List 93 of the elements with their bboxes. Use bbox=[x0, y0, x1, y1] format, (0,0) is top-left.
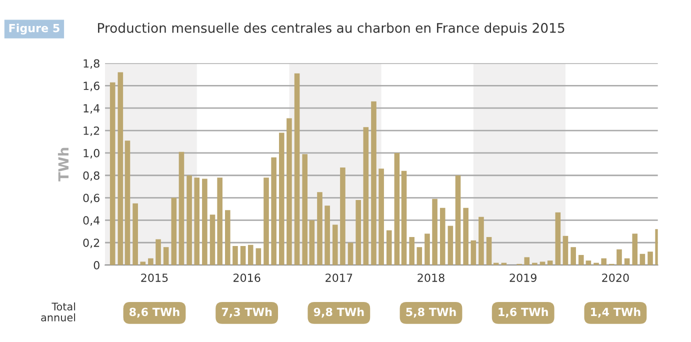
bar bbox=[302, 154, 308, 266]
bar bbox=[632, 234, 638, 266]
bar bbox=[486, 237, 492, 266]
bar bbox=[378, 168, 384, 266]
bar bbox=[324, 206, 330, 266]
bar bbox=[570, 247, 576, 266]
bar bbox=[540, 262, 546, 266]
bar bbox=[524, 257, 530, 266]
bar bbox=[616, 249, 622, 266]
bar bbox=[594, 262, 599, 266]
y-tick-label: 0,6 bbox=[83, 194, 100, 204]
bar bbox=[440, 208, 446, 266]
y-tick-label: 1,2 bbox=[84, 126, 100, 136]
text: Total annuel bbox=[41, 302, 76, 322]
bar bbox=[432, 198, 438, 266]
bar bbox=[232, 246, 238, 266]
bar bbox=[624, 258, 630, 266]
bar bbox=[217, 178, 222, 266]
bar bbox=[555, 212, 561, 266]
bar bbox=[416, 247, 422, 266]
bar bbox=[562, 236, 568, 266]
text: 8,6 TWh bbox=[130, 308, 180, 318]
y-tick-label: 0 bbox=[94, 261, 100, 270]
bar bbox=[455, 175, 461, 266]
bar bbox=[132, 203, 138, 266]
bar bbox=[340, 168, 346, 266]
x-tick-label: 2019 bbox=[510, 274, 536, 282]
bar bbox=[332, 224, 338, 266]
x-tick-label: 2017 bbox=[326, 274, 352, 282]
bar bbox=[424, 234, 430, 266]
bar bbox=[140, 262, 146, 266]
bar bbox=[118, 72, 124, 266]
bar bbox=[478, 216, 484, 266]
bar bbox=[264, 178, 269, 266]
bar bbox=[601, 258, 606, 266]
text: 1,6 TWh bbox=[498, 308, 548, 318]
bar bbox=[493, 262, 499, 266]
bar bbox=[532, 262, 538, 266]
bar bbox=[294, 73, 300, 266]
bar bbox=[194, 178, 200, 266]
bar bbox=[278, 132, 284, 266]
bar bbox=[156, 239, 161, 266]
bar bbox=[286, 118, 292, 266]
bar bbox=[225, 210, 230, 266]
bar bbox=[256, 248, 262, 266]
bar bbox=[578, 254, 584, 266]
bar bbox=[547, 260, 553, 266]
y-axis-title: TWh bbox=[58, 148, 68, 182]
bar bbox=[348, 242, 354, 266]
bar bbox=[586, 260, 592, 266]
bar bbox=[317, 192, 322, 266]
bar bbox=[163, 247, 169, 266]
x-tick-label: 2016 bbox=[234, 274, 260, 282]
bar bbox=[463, 208, 468, 266]
chart-title: Production mensuelle des centrales au charbon en France depuis 2015 bbox=[98, 22, 564, 36]
x-tick-label: 2015 bbox=[141, 274, 168, 282]
x-tick-label: 2018 bbox=[418, 274, 444, 282]
bar bbox=[148, 258, 154, 266]
bar bbox=[110, 82, 116, 266]
bar bbox=[248, 244, 254, 266]
bar bbox=[178, 152, 184, 266]
y-tick-label: 1,8 bbox=[84, 59, 100, 69]
y-tick-label: 0,4 bbox=[83, 216, 100, 226]
bar bbox=[124, 140, 130, 266]
bar bbox=[363, 127, 369, 266]
bar bbox=[648, 252, 653, 266]
y-tick-label: 1,0 bbox=[84, 148, 100, 158]
text: 5,8 TWh bbox=[406, 308, 456, 318]
text: 7,3 TWh bbox=[222, 308, 272, 318]
bar bbox=[202, 178, 208, 266]
bar bbox=[401, 170, 407, 266]
bar bbox=[640, 254, 646, 266]
bar bbox=[409, 237, 414, 266]
y-tick-label: 1,4 bbox=[84, 104, 100, 114]
bar bbox=[394, 152, 400, 266]
bar bbox=[309, 220, 315, 266]
bar bbox=[371, 101, 376, 266]
y-tick-label: 1,6 bbox=[84, 82, 100, 92]
bar bbox=[470, 240, 476, 266]
x-tick-label: 2020 bbox=[602, 274, 629, 282]
bar bbox=[171, 198, 177, 266]
text: 9,8 TWh bbox=[314, 308, 364, 318]
bar bbox=[356, 200, 361, 266]
text: 1,4 TWh bbox=[591, 308, 640, 318]
bar bbox=[386, 230, 392, 266]
y-tick-label: 0,2 bbox=[83, 238, 100, 248]
bar bbox=[210, 214, 216, 266]
bar bbox=[186, 175, 192, 266]
bar bbox=[271, 157, 276, 266]
bar bbox=[448, 226, 454, 266]
caption: Figure 5 bbox=[9, 24, 60, 34]
y-tick-label: 0,8 bbox=[83, 171, 100, 181]
bar bbox=[240, 246, 246, 266]
